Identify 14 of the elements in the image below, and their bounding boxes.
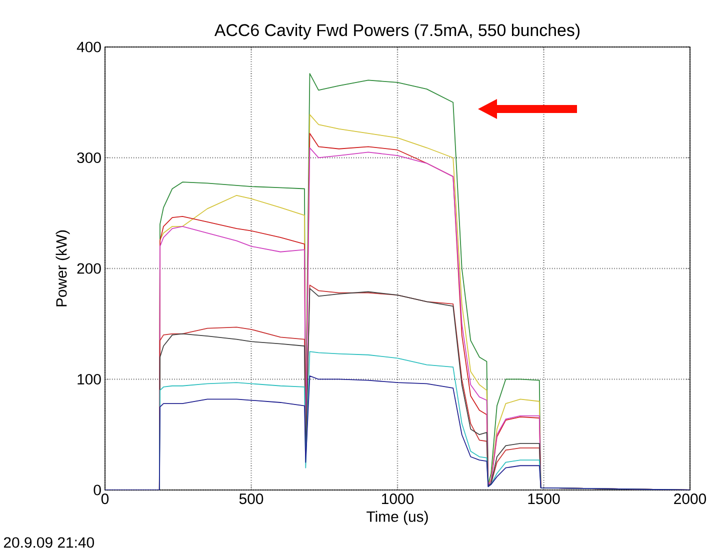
x-tick-label: 500 [239, 494, 264, 504]
y-tick-label: 300 [77, 152, 101, 164]
chart-title: ACC6 Cavity Fwd Powers (7.5mA, 550 bunches) [214, 24, 580, 40]
y-tick-label: 0 [94, 484, 101, 496]
x-tick-label: 1000 [382, 494, 414, 504]
x-tick-label: 1500 [528, 494, 560, 504]
y-tick-label: 200 [77, 263, 101, 274]
x-tick-label: 0 [101, 494, 109, 504]
y-tick-label: 100 [78, 374, 101, 385]
text: 20.9.09 21:40 [4, 537, 94, 548]
y-tick-label: 400 [76, 42, 101, 52]
x-axis-title: Time (us) [366, 510, 428, 525]
y-axis-title: Power (kW) [56, 230, 70, 306]
x-tick-label: 2000 [674, 494, 706, 504]
